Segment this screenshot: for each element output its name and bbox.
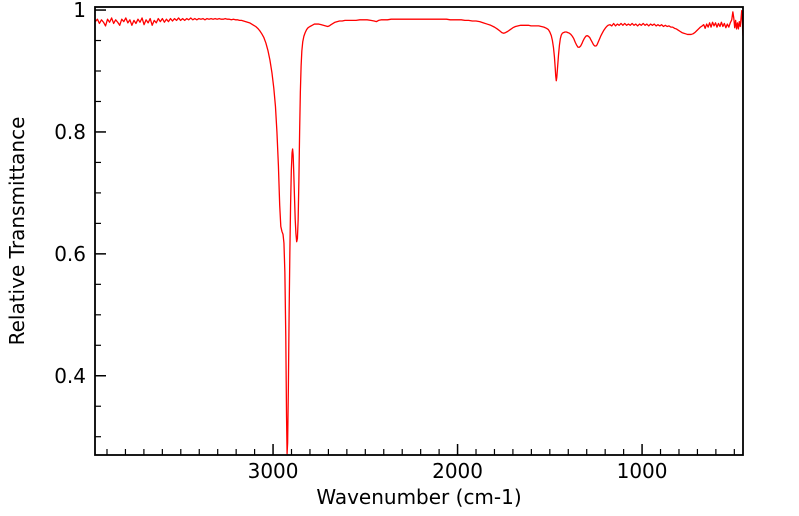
x-axis-title: Wavenumber (cm-1): [316, 485, 521, 509]
x-tick-label: 2000: [432, 459, 483, 483]
y-axis-title: Relative Transmittance: [5, 117, 29, 346]
plot-frame: [94, 6, 744, 456]
spectrum-line: [95, 10, 743, 455]
y-tick-label: 0.4: [54, 364, 86, 388]
x-tick-label: 3000: [248, 459, 299, 483]
y-tick-label: 1: [73, 0, 86, 22]
y-tick-label: 0.8: [54, 120, 86, 144]
x-tick-label: 1000: [617, 459, 668, 483]
y-tick-label: 0.6: [54, 242, 86, 266]
